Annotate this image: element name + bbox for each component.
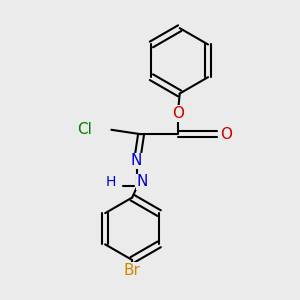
Text: Cl: Cl xyxy=(77,122,92,137)
Text: N: N xyxy=(131,154,142,169)
Text: H: H xyxy=(105,175,116,189)
Text: O: O xyxy=(172,106,184,121)
Text: N: N xyxy=(136,174,148,189)
Text: Br: Br xyxy=(124,263,141,278)
Text: O: O xyxy=(220,127,232,142)
